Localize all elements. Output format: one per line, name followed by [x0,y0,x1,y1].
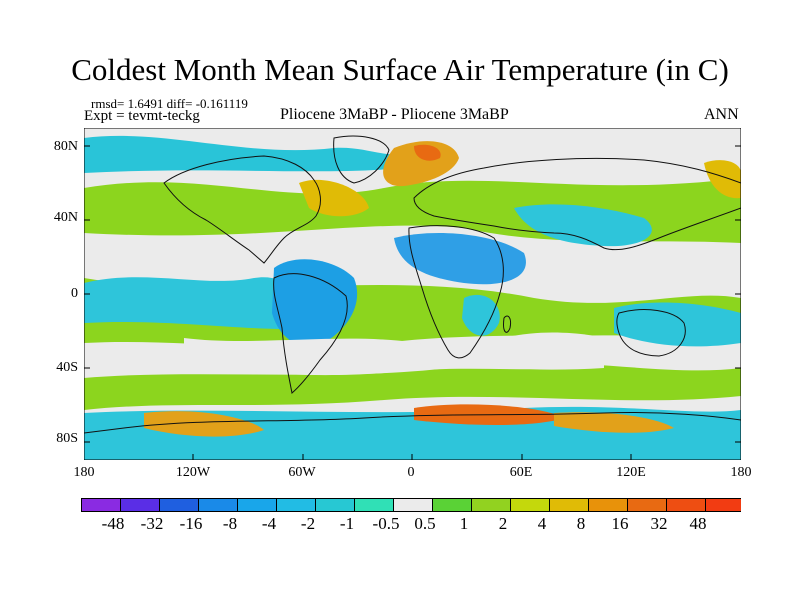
colorbar-label: -48 [101,514,125,533]
colorbar-label: 2 [498,514,508,533]
colorbar-label: 1 [459,514,469,533]
colorbar-label: 48 [689,514,707,533]
colorbar-label: -1 [339,514,355,533]
colorbar-label: 32 [650,514,668,533]
x-tick-label: 180 [730,465,752,480]
x-tick-label: 180 [73,465,95,480]
colorbar-label: -32 [140,514,164,533]
colorbar-box [471,498,511,512]
colorbar-box [549,498,589,512]
colorbar-label: -2 [300,514,316,533]
colorbar-box [354,498,394,512]
colorbar-label: 16 [611,514,629,533]
y-tick-label: 40N [53,210,78,225]
x-tick-label: 0 [407,465,415,480]
x-tick-label: 120E [616,465,646,480]
center-label: Pliocene 3MaBP - Pliocene 3MaBP [280,106,509,123]
x-tick-label: 120W [175,465,211,480]
axis-ticks [84,145,741,460]
x-tick-label: 60W [288,465,316,480]
colorbar-box [432,498,472,512]
colorbar-box [588,498,628,512]
colorbar-label: 0.5 [414,514,436,533]
colorbar-label: -0.5 [372,514,400,533]
colorbar-box [705,498,741,512]
chart-title: Coldest Month Mean Surface Air Temperatu… [71,52,729,87]
colorbar-box [198,498,238,512]
y-tick-label: 40S [56,360,78,375]
colorbar-label: -4 [261,514,277,533]
colorbar [81,498,741,512]
y-tick-label: 80S [56,431,78,446]
colorbar-box [120,498,160,512]
colorbar-box [510,498,550,512]
colorbar-box [627,498,667,512]
colorbar-label: 4 [537,514,547,533]
colorbar-label: -16 [179,514,203,533]
colorbar-box [159,498,199,512]
experiment-line: Expt = tevmt-teckg [84,108,200,124]
colorbar-box [81,498,121,512]
coastlines [84,135,741,460]
y-tick-label: 0 [71,286,78,301]
y-tick-label: 80N [53,139,78,154]
colorbar-label: 8 [576,514,586,533]
colorbar-box [237,498,277,512]
colorbar-box [666,498,706,512]
x-tick-label: 60E [509,465,533,480]
colorbar-box [393,498,433,512]
colorbar-box [315,498,355,512]
colorbar-label: -8 [222,514,238,533]
season-label: ANN [704,106,739,123]
colorbar-box [276,498,316,512]
temperature-field [84,135,741,460]
stats-line: rmsd= 1.6491 diff= -0.161119 [91,96,248,111]
map-panel [84,128,741,460]
